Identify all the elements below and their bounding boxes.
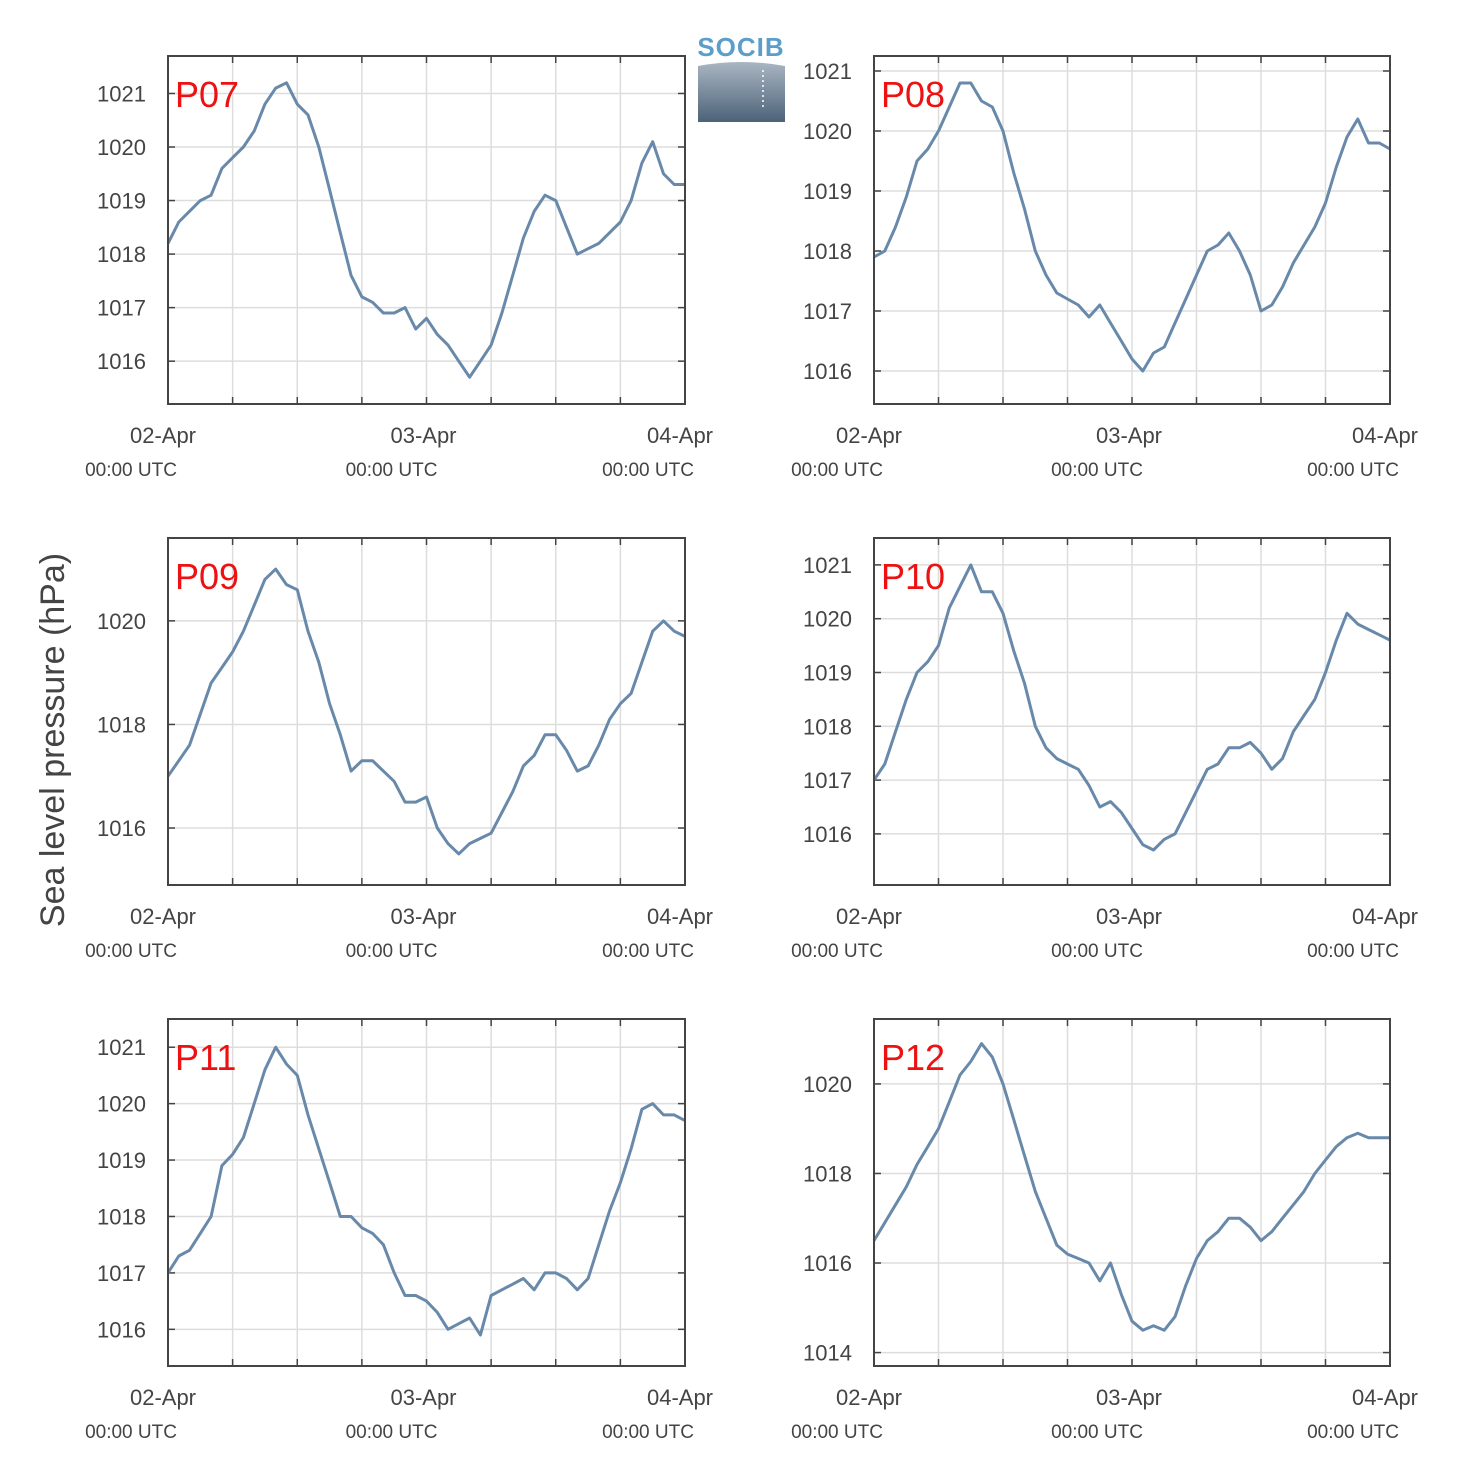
panel-p09: 1016 1018 1020 02-Apr 00:00 UTC 03-Apr 00:00 U… [85,537,713,962]
plot-frame [873,55,1391,405]
y-tick-label: 1017 [97,1261,146,1286]
plot-frame [167,537,686,886]
x-tick-label-time: 00:00 UTC [602,1422,694,1443]
y-tick-label: 1020 [97,135,146,160]
y-tick-label: 1021 [97,1035,146,1060]
y-tick-label: 1018 [803,714,852,739]
x-tick-label-time: 00:00 UTC [1307,941,1399,962]
station-label: P09 [175,556,239,597]
x-tick-label-time: 00:00 UTC [602,941,694,962]
y-tick-label: 1020 [97,609,146,634]
panel-p10: 1016 1017 1018 1019 1020 1021 02-Apr 00:00 UTC 0… [791,537,1418,962]
x-tick-label-time: 00:00 UTC [85,1422,177,1443]
pressure-series-line [166,81,685,379]
y-tick-label: 1014 [803,1341,852,1366]
y-tick-label: 1016 [803,1251,852,1276]
pressure-series-line [166,567,686,856]
x-tick-label-time: 00:00 UTC [346,941,438,962]
station-label: P11 [175,1037,236,1078]
pressure-series-line [872,563,1391,852]
socib-logo: SOCIB [697,32,785,122]
x-tick-label-day: 03-Apr [1096,1385,1162,1410]
x-tick-label-day: 03-Apr [390,904,456,929]
y-tick-label: 1018 [97,1204,146,1229]
panel-p11: 1016 1017 1018 1019 1020 1021 02-Apr 00:00 UTC 0… [85,1018,713,1443]
x-tick-label-day: 04-Apr [1352,1385,1418,1410]
y-tick-label: 1016 [97,349,146,374]
x-tick-label-day: 03-Apr [390,423,456,448]
x-tick-label-day: 04-Apr [647,904,713,929]
x-tick-label-day: 02-Apr [836,904,902,929]
y-tick-label: 1020 [97,1092,146,1117]
station-label: P08 [881,74,945,115]
pressure-series-line [873,81,1391,373]
y-tick-label: 1018 [97,242,146,267]
station-label: P10 [881,556,945,597]
x-tick-label-time: 00:00 UTC [85,941,177,962]
x-tick-label-time: 00:00 UTC [1051,941,1143,962]
x-tick-label-day: 02-Apr [130,1385,196,1410]
x-tick-label-time: 00:00 UTC [1307,1422,1399,1443]
y-tick-label: 1021 [803,553,852,578]
x-tick-label-day: 04-Apr [647,423,713,448]
x-tick-label-day: 03-Apr [1096,423,1162,448]
pressure-series-line [166,1045,686,1337]
panel-p07: 1016 1017 1018 1019 1020 1021 02-Apr 00:00 UTC 0… [85,55,713,481]
y-tick-label: 1018 [97,712,146,737]
y-tick-label: 1016 [803,822,852,847]
x-tick-label-time: 00:00 UTC [346,460,438,481]
y-tick-label: 1020 [803,119,852,144]
x-tick-label-time: 00:00 UTC [791,941,883,962]
y-tick-label: 1020 [803,607,852,632]
y-axis-label: Sea level pressure (hPa) [34,553,72,927]
station-label: P07 [175,74,239,115]
y-tick-label: 1020 [803,1072,852,1097]
station-label: P12 [881,1037,945,1078]
y-tick-label: 1016 [97,1317,146,1342]
x-tick-label-day: 03-Apr [390,1385,456,1410]
x-tick-label-time: 00:00 UTC [1307,460,1399,481]
pressure-series-line [872,1042,1390,1332]
x-tick-label-time: 00:00 UTC [1051,460,1143,481]
x-tick-label-day: 04-Apr [1352,904,1418,929]
x-tick-label-time: 00:00 UTC [602,460,694,481]
y-tick-label: 1017 [97,296,146,321]
x-tick-label-time: 00:00 UTC [791,1422,883,1443]
panel-p12: 1014 1016 1018 1020 02-Apr 00:00 UTC 03-Apr 00:… [791,1018,1418,1443]
plot-frame [167,1018,686,1367]
y-tick-label: 1019 [803,660,852,685]
plot-frame [873,1018,1391,1367]
x-tick-label-day: 02-Apr [836,423,902,448]
y-tick-label: 1019 [803,179,852,204]
y-tick-label: 1019 [97,189,146,214]
y-tick-label: 1017 [803,299,852,324]
plot-frame [167,55,686,405]
y-tick-label: 1016 [803,359,852,384]
x-tick-label-day: 04-Apr [647,1385,713,1410]
y-tick-label: 1018 [803,1161,852,1186]
x-tick-label-time: 00:00 UTC [791,460,883,481]
x-tick-label-day: 02-Apr [130,423,196,448]
y-tick-label: 1021 [97,81,146,106]
x-tick-label-day: 03-Apr [1096,904,1162,929]
y-tick-label: 1021 [803,59,852,84]
x-tick-label-time: 00:00 UTC [1051,1422,1143,1443]
x-tick-label-day: 04-Apr [1352,423,1418,448]
panel-p08: 1016 1017 1018 1019 1020 1021 02-Apr 00:00 UTC 0… [791,55,1418,481]
socib-logo-text: SOCIB [697,32,784,62]
plot-frame [873,537,1391,886]
y-tick-label: 1018 [803,239,852,264]
x-tick-label-day: 02-Apr [130,904,196,929]
x-tick-label-time: 00:00 UTC [85,460,177,481]
y-tick-label: 1016 [97,816,146,841]
y-tick-label: 1019 [97,1148,146,1173]
y-tick-label: 1017 [803,768,852,793]
x-tick-label-time: 00:00 UTC [346,1422,438,1443]
x-tick-label-day: 02-Apr [836,1385,902,1410]
